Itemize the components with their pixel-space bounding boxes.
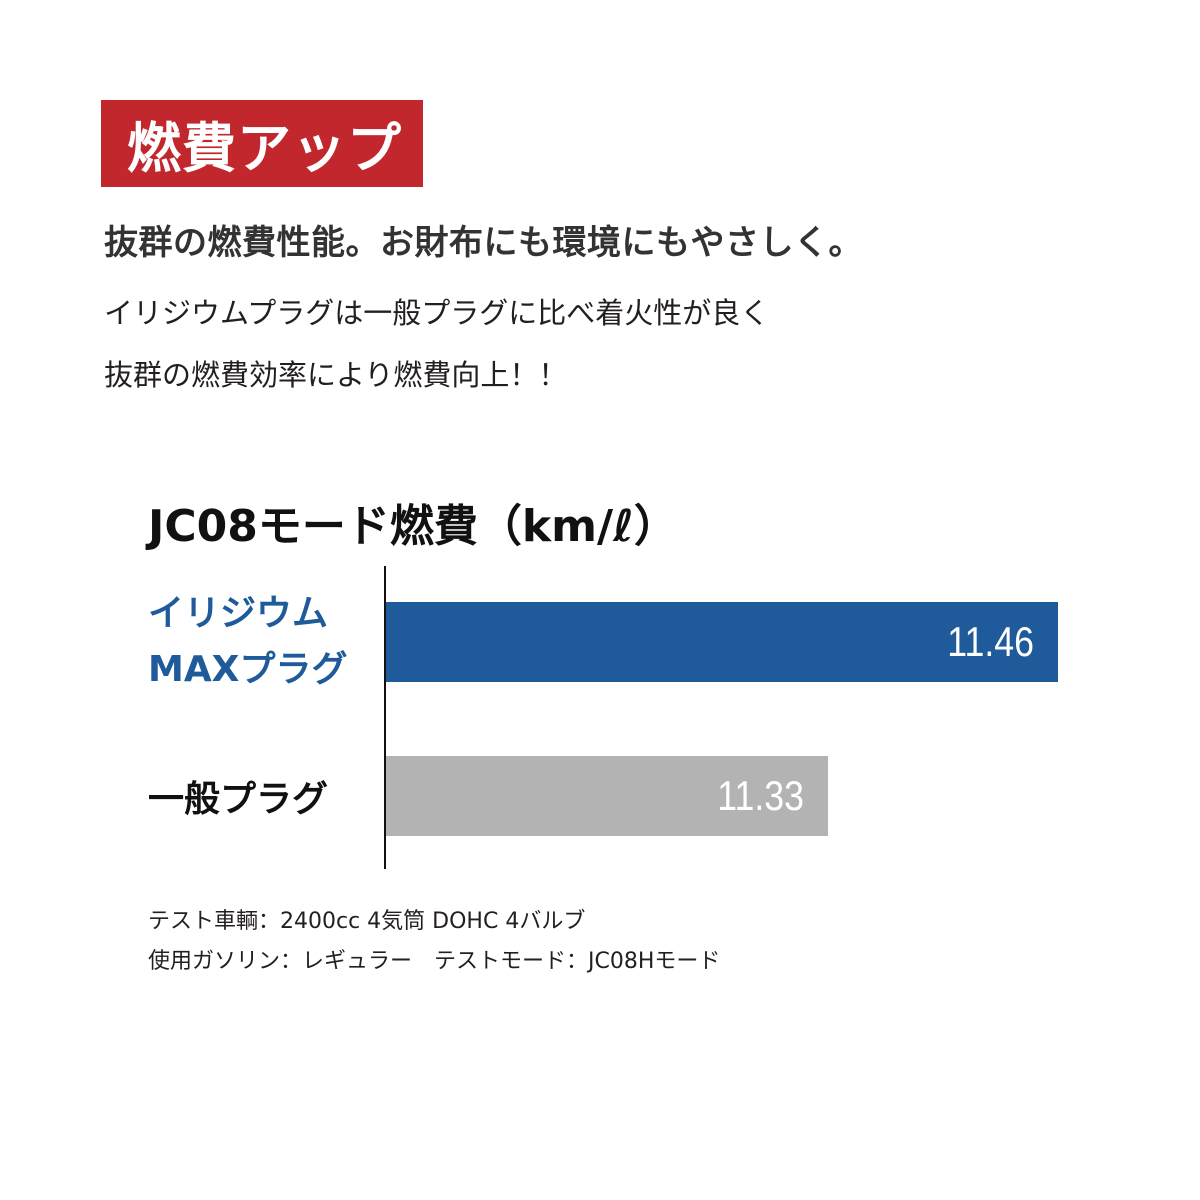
headline: 抜群の燃費性能。お財布にも環境にもやさしく。 (104, 223, 863, 263)
description-line-1: イリジウムプラグは一般プラグに比べ着火性が良く (104, 296, 770, 330)
description-line-2: 抜群の燃費効率により燃費向上！！ (104, 358, 568, 392)
section-badge: 燃費アップ (101, 100, 423, 187)
category-label-line: イリジウム (148, 593, 329, 634)
bar-iridium: 11.46 (386, 602, 1058, 682)
y-axis-line (384, 566, 386, 869)
test-note-2: 使用ガソリン：レギュラー テストモード：JC08Hモード (148, 949, 721, 974)
bar-standard: 11.33 (386, 756, 829, 836)
value-label-iridium: 11.46 (947, 618, 1034, 665)
category-label-standard: 一般プラグ (148, 779, 329, 820)
category-label-line: MAXプラグ (148, 649, 348, 690)
test-note-1: テスト車輌：2400cc 4気筒 DOHC 4バルブ (148, 909, 586, 934)
category-label-iridium: イリジウム MAXプラグ (148, 586, 347, 698)
chart-title: JC08モード燃費（km/ℓ） (148, 501, 678, 552)
value-label-standard: 11.33 (717, 772, 805, 819)
